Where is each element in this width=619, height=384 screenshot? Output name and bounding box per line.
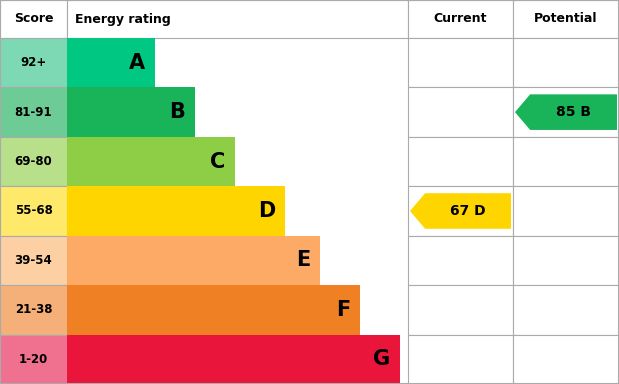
Text: Potential: Potential: [534, 13, 598, 25]
Bar: [0, 285, 67, 334]
Bar: [67, 236, 320, 285]
Bar: [67, 0, 408, 38]
Text: Energy rating: Energy rating: [75, 13, 171, 25]
Text: Score: Score: [14, 13, 53, 25]
Bar: [513, 38, 619, 88]
Bar: [67, 88, 195, 137]
Text: 92+: 92+: [20, 56, 46, 69]
Bar: [0, 236, 67, 285]
Bar: [513, 137, 619, 186]
Bar: [408, 285, 513, 334]
Text: 67 D: 67 D: [450, 204, 486, 218]
Polygon shape: [515, 94, 617, 130]
Text: 81-91: 81-91: [15, 106, 53, 119]
Bar: [0, 88, 67, 137]
Text: C: C: [210, 152, 225, 172]
Bar: [408, 186, 513, 236]
Polygon shape: [410, 193, 511, 229]
Bar: [408, 236, 513, 285]
Text: 85 B: 85 B: [556, 105, 591, 119]
Bar: [408, 137, 513, 186]
Bar: [513, 186, 619, 236]
Text: 69-80: 69-80: [15, 155, 53, 168]
Text: G: G: [373, 349, 390, 369]
Bar: [67, 137, 235, 186]
Text: 1-20: 1-20: [19, 353, 48, 366]
Bar: [513, 334, 619, 384]
Bar: [0, 137, 67, 186]
Bar: [513, 236, 619, 285]
Bar: [67, 285, 360, 334]
Bar: [408, 88, 513, 137]
Text: 55-68: 55-68: [15, 205, 53, 217]
Bar: [408, 334, 513, 384]
Bar: [408, 38, 513, 88]
Text: 21-38: 21-38: [15, 303, 52, 316]
Bar: [67, 186, 285, 236]
Text: Current: Current: [434, 13, 487, 25]
Bar: [408, 0, 513, 38]
Text: A: A: [129, 53, 145, 73]
Bar: [0, 38, 67, 88]
Bar: [513, 0, 619, 38]
Text: D: D: [258, 201, 275, 221]
Text: B: B: [169, 102, 185, 122]
Bar: [0, 0, 67, 38]
Bar: [67, 334, 400, 384]
Text: E: E: [296, 250, 310, 270]
Bar: [0, 334, 67, 384]
Bar: [0, 186, 67, 236]
Bar: [513, 285, 619, 334]
Text: F: F: [335, 300, 350, 320]
Text: 39-54: 39-54: [15, 254, 53, 267]
Bar: [513, 88, 619, 137]
Bar: [67, 38, 155, 88]
